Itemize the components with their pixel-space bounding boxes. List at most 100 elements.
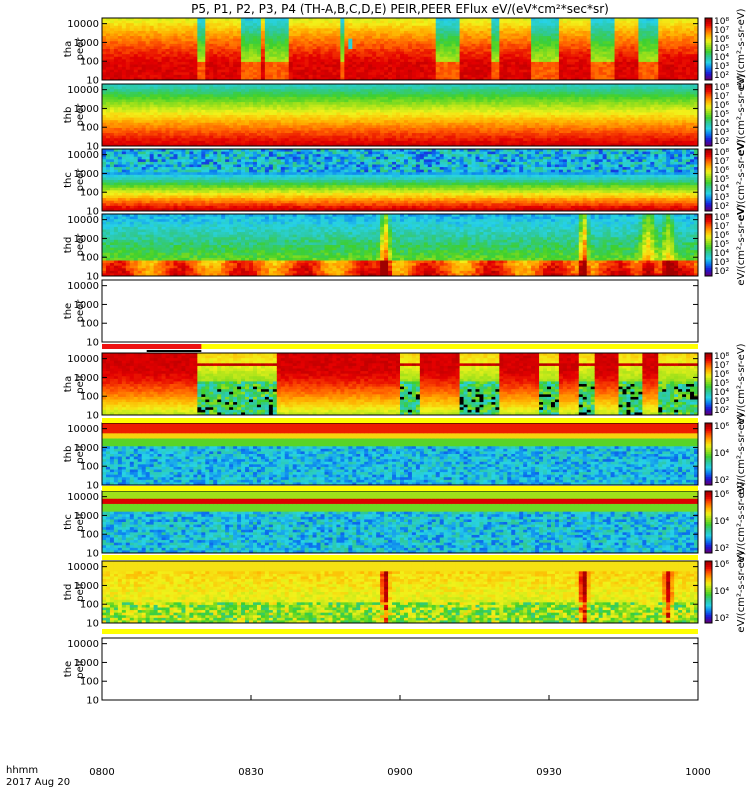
heatmap-cell (455, 36, 461, 40)
heatmap-cell (642, 61, 647, 65)
heatmap-cell (161, 41, 167, 45)
heatmap-cell (117, 77, 123, 81)
heatmap-cell (344, 77, 349, 81)
heatmap-cell (642, 77, 647, 81)
heatmap-cell (578, 67, 584, 71)
heatmap-cell (463, 18, 469, 22)
heatmap-cell (384, 18, 389, 22)
heatmap-cell (594, 41, 600, 45)
heatmap-cell (602, 59, 608, 63)
heatmap-cell (256, 59, 262, 63)
heatmap-cell (117, 23, 123, 27)
heatmap-cell (181, 72, 186, 76)
heatmap-cell (626, 77, 631, 81)
heatmap-cell (459, 61, 465, 65)
heatmap-cell (121, 51, 127, 55)
heatmap-cell (558, 51, 564, 55)
heatmap-cell (356, 41, 361, 45)
heatmap-cell (630, 56, 635, 60)
heatmap-cell (431, 28, 437, 32)
heatmap-cell (622, 25, 627, 29)
heatmap-cell (245, 41, 250, 45)
heatmap-cell (225, 20, 230, 24)
heatmap-cell (475, 61, 480, 65)
heatmap-cell (503, 67, 508, 71)
heatmap-cell (439, 36, 445, 40)
heatmap-cell (320, 18, 325, 22)
heatmap-cell (427, 30, 433, 34)
heatmap-cell (368, 72, 373, 76)
heatmap-cell (650, 59, 655, 63)
heatmap-cell (348, 38, 353, 42)
heatmap-cell (364, 54, 369, 58)
heatmap-cell (141, 28, 147, 32)
heatmap-cell (578, 64, 584, 68)
heatmap-cell (356, 77, 361, 81)
heatmap-cell (531, 20, 536, 24)
heatmap-cell (276, 69, 282, 73)
heatmap-cell (368, 59, 373, 63)
heatmap-cell (320, 49, 325, 53)
heatmap-cell (475, 72, 480, 76)
heatmap-cell (364, 41, 369, 45)
heatmap-cell (241, 20, 246, 24)
heatmap-cell (161, 46, 167, 50)
heatmap-cell (225, 43, 230, 47)
heatmap-cell (288, 20, 294, 24)
heatmap-cell (233, 38, 238, 42)
heatmap-cell (626, 46, 631, 50)
heatmap-cell (352, 36, 357, 40)
heatmap-cell (356, 74, 361, 78)
heatmap-cell (455, 20, 461, 24)
heatmap-cell (141, 51, 147, 55)
heatmap-cell (543, 23, 548, 27)
heatmap-cell (133, 51, 139, 55)
heatmap-cell (209, 46, 214, 50)
heatmap-cell (352, 30, 357, 34)
heatmap-cell (475, 49, 480, 53)
heatmap-cell (288, 36, 294, 40)
heatmap-cell (610, 72, 616, 76)
heatmap-cell (523, 46, 528, 50)
heatmap-cell (590, 74, 596, 78)
heatmap-cell (407, 69, 413, 73)
heatmap-cell (380, 30, 385, 34)
heatmap-cell (455, 72, 461, 76)
heatmap-cell (495, 36, 500, 40)
heatmap-cell (535, 69, 540, 73)
heatmap-cell (217, 74, 222, 78)
heatmap-cell (642, 30, 647, 34)
heatmap-cell (193, 51, 198, 55)
heatmap-cell (233, 25, 238, 29)
heatmap-cell (407, 74, 413, 78)
heatmap-cell (459, 41, 465, 45)
heatmap-cell (360, 30, 365, 34)
heatmap-cell (320, 51, 325, 55)
heatmap-cell (590, 41, 596, 45)
heatmap-cell (431, 20, 437, 24)
heatmap-cell (280, 20, 286, 24)
heatmap-cell (272, 43, 278, 47)
heatmap-cell (284, 69, 290, 73)
heatmap-cell (578, 33, 584, 37)
heatmap-cell (479, 36, 484, 40)
heatmap-cell (574, 54, 580, 58)
heatmap-cell (447, 59, 453, 63)
heatmap-cell (336, 25, 341, 29)
heatmap-cell (256, 28, 262, 32)
heatmap-cell (256, 43, 262, 47)
heatmap-cell (415, 74, 421, 78)
heatmap-cell (260, 33, 266, 37)
heatmap-cell (578, 72, 584, 76)
heatmap-cell (241, 74, 246, 78)
heatmap-cell (328, 77, 333, 81)
heatmap-cell (241, 67, 246, 71)
heatmap-cell (411, 41, 417, 45)
heatmap-cell (177, 30, 182, 34)
heatmap-cell (312, 43, 318, 47)
heatmap-cell (153, 67, 159, 71)
heatmap-cell (352, 41, 357, 45)
heatmap-cell (149, 61, 155, 65)
heatmap-cell (300, 46, 306, 50)
heatmap-cell (284, 59, 290, 63)
